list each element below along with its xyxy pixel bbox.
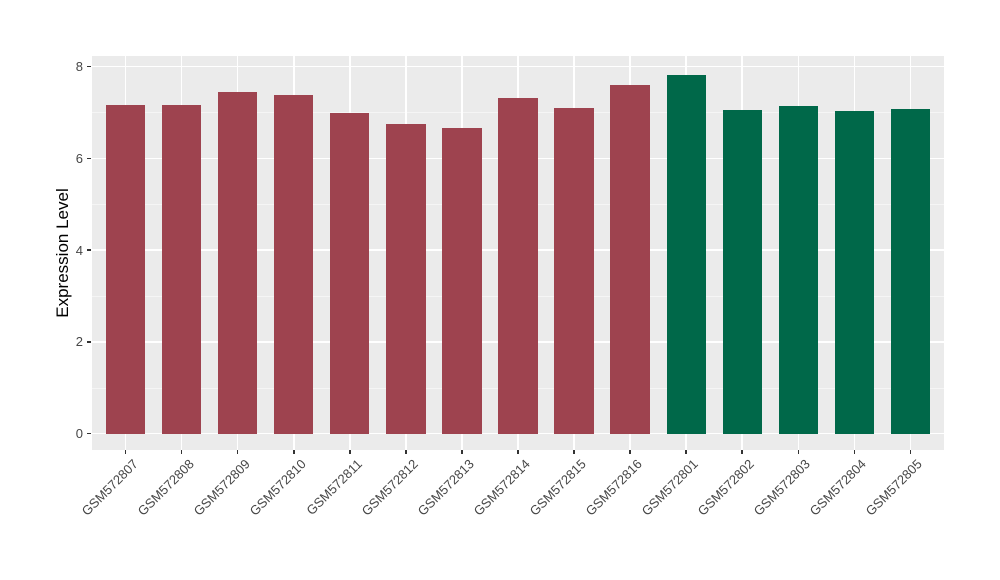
x-tick-mark	[405, 450, 407, 454]
x-tick-mark	[629, 450, 631, 454]
x-tick-mark	[180, 450, 183, 454]
y-tick-label: 6	[75, 150, 83, 166]
y-tick-label: 8	[75, 59, 83, 74]
x-tick-label: GSM572803	[750, 456, 814, 519]
bar-GSM572815	[554, 108, 594, 434]
x-tick-label: GSM572810	[246, 456, 309, 519]
x-tick-label: GSM572814	[470, 456, 533, 519]
bar-GSM572813	[442, 127, 482, 434]
y-tick-mark	[87, 65, 91, 68]
x-tick-mark	[461, 450, 463, 454]
x-tick-mark	[797, 450, 799, 454]
x-tick-label: GSM572804	[807, 456, 870, 519]
x-tick-label: GSM572801	[638, 456, 702, 519]
x-tick-mark	[124, 450, 127, 454]
bar-GSM572803	[778, 106, 818, 434]
plot-panel	[92, 56, 944, 450]
x-tick-mark	[573, 450, 575, 454]
x-tick-mark	[741, 450, 743, 454]
bar-GSM572809	[218, 92, 258, 434]
x-tick-label: GSM572813	[414, 456, 477, 519]
x-tick-label: GSM572812	[358, 456, 421, 519]
x-tick-label: GSM572807	[78, 456, 141, 519]
x-tick-label: GSM572805	[863, 456, 926, 519]
x-tick-mark	[517, 450, 519, 454]
x-tick-label: GSM572809	[190, 456, 253, 519]
y-tick-mark	[87, 341, 91, 343]
x-tick-mark	[293, 450, 295, 454]
y-tick-mark	[87, 249, 91, 251]
bar-GSM572810	[274, 95, 314, 434]
x-tick-label: GSM572802	[694, 456, 758, 519]
bar-GSM572816	[610, 85, 650, 434]
y-tick-mark	[87, 157, 91, 159]
bar-GSM572804	[834, 111, 874, 434]
x-tick-label: GSM572816	[582, 456, 646, 519]
bar-GSM572811	[330, 113, 370, 434]
bar-GSM572814	[498, 98, 538, 434]
y-tick-label: 4	[75, 242, 83, 258]
bar-GSM572801	[666, 75, 706, 434]
x-tick-mark	[349, 450, 351, 454]
bar-GSM572808	[162, 105, 202, 434]
bar-GSM572807	[106, 104, 146, 434]
x-tick-mark	[853, 450, 856, 454]
bar-GSM572802	[722, 110, 762, 434]
x-tick-label: GSM572808	[134, 456, 197, 519]
x-tick-label: GSM572815	[526, 456, 589, 519]
bar-GSM572805	[890, 108, 930, 434]
y-tick-label: 2	[75, 334, 83, 350]
y-tick-label: 0	[75, 426, 83, 441]
x-tick-mark	[909, 450, 912, 454]
x-tick-mark	[685, 450, 687, 454]
x-tick-mark	[236, 450, 239, 454]
bar-GSM572812	[386, 124, 426, 434]
x-tick-label: GSM572811	[303, 456, 365, 518]
y-tick-mark	[87, 432, 91, 435]
